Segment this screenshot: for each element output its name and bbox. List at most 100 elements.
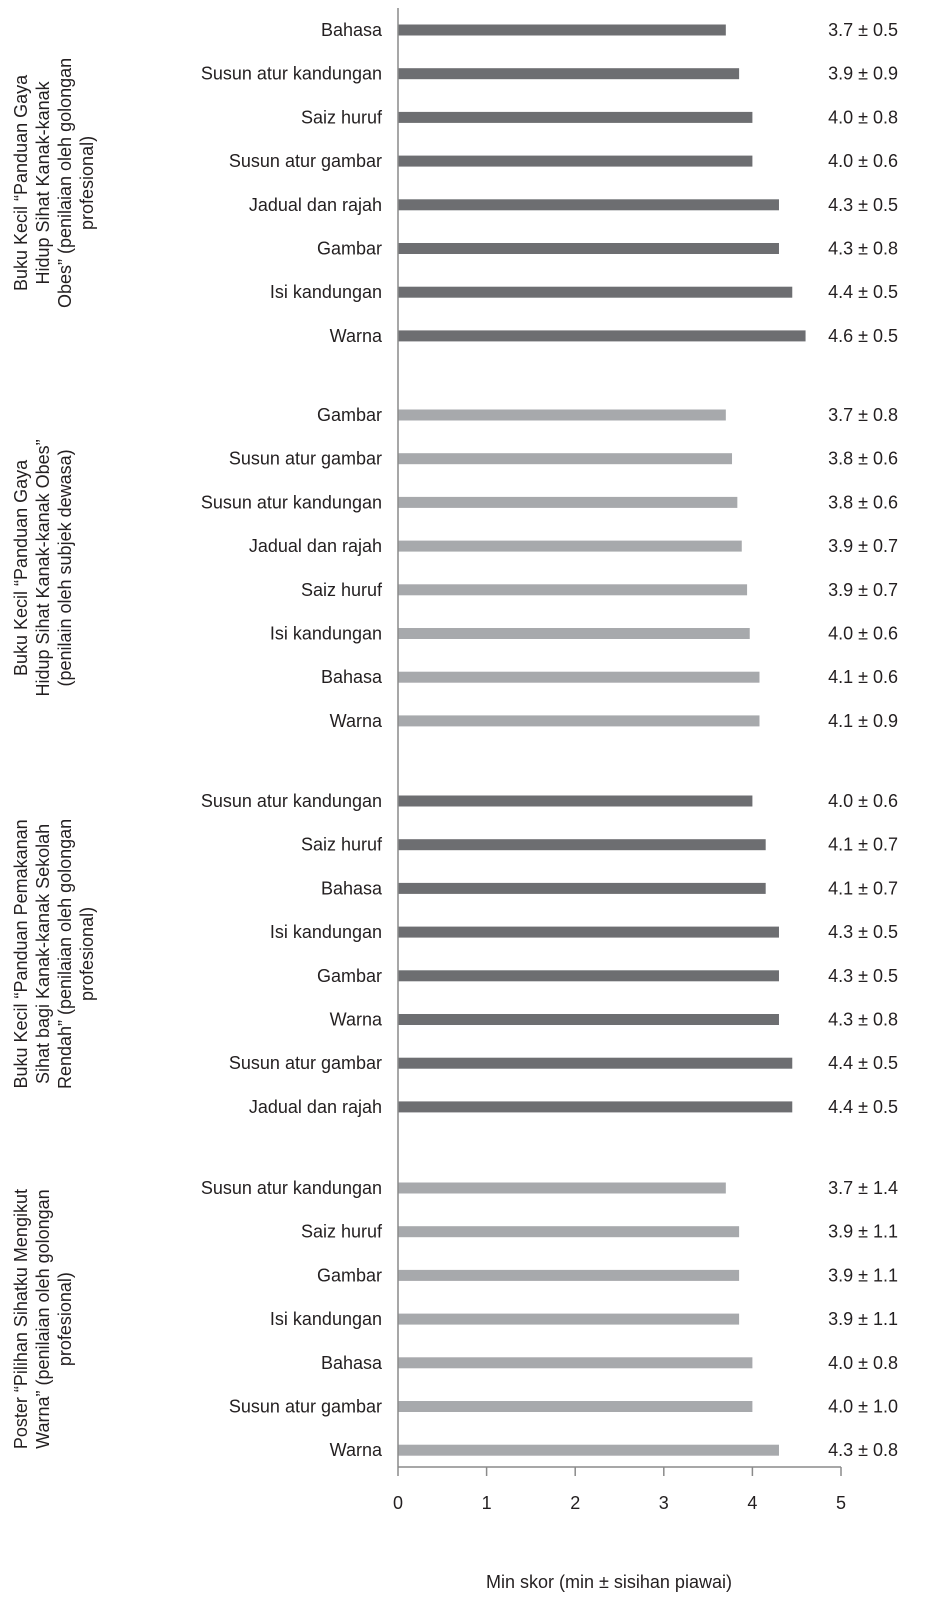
data-label: 4.3 ± 0.5 [828, 966, 898, 986]
category-label: Bahasa [321, 878, 383, 898]
bar [398, 795, 753, 807]
category-label: Gambar [317, 966, 382, 986]
data-label: 4.1 ± 0.7 [828, 878, 898, 898]
x-tick-label: 1 [482, 1493, 492, 1513]
bar [398, 286, 793, 298]
bar [398, 496, 738, 508]
group-label-line: Buku Kecil “Panduan Pemakanan [11, 819, 31, 1088]
group-label-line: Sihat bagi Kanak-kanak Sekolah [33, 824, 53, 1084]
bar [398, 1057, 793, 1069]
data-label: 4.6 ± 0.5 [828, 326, 898, 346]
data-label: 3.8 ± 0.6 [828, 449, 898, 469]
group-label-line: Buku Kecil “Panduan Gaya [11, 74, 31, 291]
x-axis-label: Min skor (min ± sisihan piawai) [486, 1572, 732, 1592]
group-label-line: Rendah” (penilaian oleh golongan [55, 819, 75, 1089]
group-label-line: profesional) [77, 136, 97, 230]
x-tick-label: 4 [747, 1493, 757, 1513]
bar [398, 839, 766, 851]
data-label: 4.0 ± 0.6 [828, 151, 898, 171]
category-label: Susun atur gambar [229, 449, 382, 469]
category-label: Bahasa [321, 667, 383, 687]
data-label: 4.1 ± 0.7 [828, 835, 898, 855]
bar [398, 1014, 779, 1025]
group-label-line: Hidup Sihat Kanak-kanak Obes” [33, 439, 53, 696]
data-label: 4.1 ± 0.6 [828, 667, 898, 687]
x-tick-label: 2 [570, 1493, 580, 1513]
x-tick-label: 0 [393, 1493, 403, 1513]
group-label-line: Warna” (penilaian oleh golongan [33, 1189, 53, 1449]
group-label: Buku Kecil “Panduan Gaya Hidup Sihat Kana… [11, 439, 75, 696]
category-label: Warna [330, 326, 383, 346]
category-label: Susun atur gambar [229, 1053, 382, 1073]
group-label-line: Obes” (penilaian oleh golongan [55, 58, 75, 308]
category-label: Saiz huruf [301, 1222, 383, 1242]
data-label: 3.9 ± 0.9 [828, 64, 898, 84]
data-label: 4.3 ± 0.8 [828, 1010, 898, 1030]
bar [398, 155, 753, 167]
data-label: 3.9 ± 0.7 [828, 536, 898, 556]
category-label: Bahasa [321, 1353, 383, 1373]
bar [398, 243, 779, 254]
data-label: 4.0 ± 0.6 [828, 624, 898, 644]
data-label: 4.3 ± 0.5 [828, 195, 898, 215]
bar [398, 199, 779, 211]
bar [398, 1357, 753, 1369]
category-label: Saiz huruf [301, 107, 383, 127]
category-label: Warna [330, 711, 383, 731]
category-label: Susun atur gambar [229, 1397, 382, 1417]
category-label: Jadual dan rajah [249, 195, 382, 215]
bar [398, 1313, 740, 1325]
category-label: Jadual dan rajah [249, 536, 382, 556]
bar [398, 1444, 779, 1456]
bar [398, 970, 779, 982]
group-label: Buku Kecil “Panduan Pemakanan Sihat bagi … [11, 819, 97, 1089]
data-label: 3.9 ± 0.7 [828, 580, 898, 600]
bar [398, 111, 753, 123]
category-label: Warna [330, 1010, 383, 1030]
category-label: Susun atur kandungan [201, 492, 382, 512]
bar-group: Susun atur kandungan 3.7 ± 1.4 Saiz huruf 3… [11, 1178, 898, 1460]
data-label: 4.0 ± 0.6 [828, 791, 898, 811]
data-label: 4.3 ± 0.5 [828, 922, 898, 942]
category-label: Isi kandungan [270, 624, 382, 644]
category-label: Saiz huruf [301, 580, 383, 600]
category-label: Isi kandungan [270, 282, 382, 302]
bar [398, 628, 750, 639]
bar [398, 24, 726, 36]
group-label-line: (penilain oleh subjek dewasa) [55, 449, 75, 686]
group-label-line: profesional) [77, 907, 97, 1001]
data-label: 4.4 ± 0.5 [828, 1053, 898, 1073]
bar-group: Bahasa 3.7 ± 0.5 Susun atur kandungan 3.9 ±… [11, 20, 898, 346]
bar [398, 1401, 753, 1412]
bar [398, 584, 748, 596]
bar [398, 882, 766, 894]
data-label: 4.0 ± 0.8 [828, 1353, 898, 1373]
group-label-line: Poster “Pilihan Sihatku Mengikut [11, 1189, 31, 1449]
data-label: 3.7 ± 0.8 [828, 405, 898, 425]
data-label: 3.9 ± 1.1 [828, 1265, 898, 1285]
group-label: Poster “Pilihan Sihatku Mengikut Warna” (… [11, 1189, 75, 1449]
data-label: 3.9 ± 1.1 [828, 1222, 898, 1242]
category-label: Jadual dan rajah [249, 1097, 382, 1117]
data-label: 3.9 ± 1.1 [828, 1309, 898, 1329]
data-label: 4.0 ± 0.8 [828, 107, 898, 127]
group-label-line: profesional) [55, 1272, 75, 1366]
category-label: Bahasa [321, 20, 383, 40]
bar [398, 540, 742, 552]
bar-groups: Bahasa 3.7 ± 0.5 Susun atur kandungan 3.9 ±… [11, 20, 898, 1460]
group-label: Buku Kecil “Panduan Gaya Hidup Sihat Kana… [11, 58, 97, 308]
data-label: 3.8 ± 0.6 [828, 492, 898, 512]
data-label: 4.4 ± 0.5 [828, 282, 898, 302]
bar [398, 409, 726, 421]
data-label: 4.3 ± 0.8 [828, 239, 898, 259]
bar [398, 1182, 726, 1194]
x-tick-label: 3 [659, 1493, 669, 1513]
category-label: Susun atur kandungan [201, 64, 382, 84]
x-axis-ticks: 0 1 2 3 4 5 [393, 1467, 846, 1513]
category-label: Saiz huruf [301, 835, 383, 855]
bar [398, 671, 760, 683]
data-label: 3.7 ± 0.5 [828, 20, 898, 40]
data-label: 4.3 ± 0.8 [828, 1440, 898, 1460]
category-label: Warna [330, 1440, 383, 1460]
